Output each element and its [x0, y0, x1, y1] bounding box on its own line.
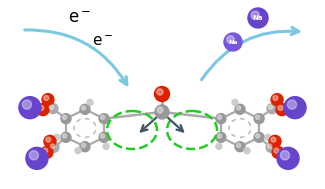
- Circle shape: [80, 142, 90, 152]
- Circle shape: [99, 132, 109, 142]
- Circle shape: [235, 104, 245, 114]
- Circle shape: [268, 105, 273, 109]
- Circle shape: [278, 105, 283, 111]
- Circle shape: [271, 137, 276, 142]
- Circle shape: [100, 115, 105, 119]
- Circle shape: [244, 148, 250, 154]
- Circle shape: [217, 134, 222, 138]
- Circle shape: [232, 99, 238, 105]
- Circle shape: [46, 137, 51, 142]
- Circle shape: [41, 146, 53, 158]
- Circle shape: [271, 94, 283, 106]
- Circle shape: [157, 89, 163, 95]
- Circle shape: [237, 143, 241, 147]
- Circle shape: [224, 33, 242, 51]
- Circle shape: [155, 105, 169, 119]
- Circle shape: [48, 104, 58, 114]
- Circle shape: [43, 148, 48, 153]
- Circle shape: [80, 104, 90, 114]
- Circle shape: [254, 114, 264, 124]
- Circle shape: [49, 105, 54, 109]
- Circle shape: [75, 148, 81, 154]
- Circle shape: [251, 11, 259, 19]
- Circle shape: [37, 104, 49, 116]
- Circle shape: [272, 146, 284, 158]
- Circle shape: [235, 142, 245, 152]
- Circle shape: [42, 94, 54, 106]
- Circle shape: [277, 147, 299, 169]
- Circle shape: [100, 134, 105, 138]
- Circle shape: [216, 114, 226, 124]
- Text: Na: Na: [253, 15, 263, 21]
- Circle shape: [227, 36, 234, 43]
- Circle shape: [62, 115, 67, 119]
- Circle shape: [248, 8, 268, 28]
- Circle shape: [50, 144, 55, 148]
- Circle shape: [266, 142, 276, 152]
- Circle shape: [54, 134, 60, 140]
- Circle shape: [216, 143, 222, 149]
- FancyArrowPatch shape: [202, 27, 299, 80]
- Circle shape: [216, 132, 226, 142]
- Circle shape: [265, 134, 271, 140]
- Circle shape: [87, 99, 93, 105]
- Circle shape: [273, 95, 278, 101]
- Circle shape: [267, 144, 272, 148]
- Circle shape: [267, 104, 277, 114]
- Circle shape: [49, 142, 59, 152]
- Circle shape: [19, 97, 41, 119]
- Circle shape: [99, 114, 109, 124]
- Circle shape: [44, 135, 56, 147]
- Circle shape: [61, 114, 71, 124]
- Circle shape: [154, 87, 170, 101]
- Text: e$^-$: e$^-$: [92, 35, 114, 50]
- Circle shape: [22, 100, 32, 109]
- Circle shape: [284, 97, 306, 119]
- Text: e$^-$: e$^-$: [68, 9, 92, 27]
- FancyArrowPatch shape: [25, 30, 127, 85]
- Circle shape: [157, 107, 163, 113]
- Circle shape: [217, 115, 222, 119]
- Circle shape: [62, 134, 67, 138]
- Circle shape: [255, 134, 260, 138]
- Circle shape: [255, 115, 260, 119]
- Circle shape: [280, 151, 290, 160]
- Circle shape: [269, 135, 281, 147]
- Circle shape: [61, 132, 71, 142]
- Circle shape: [276, 104, 288, 116]
- Circle shape: [82, 143, 86, 147]
- Circle shape: [237, 106, 241, 110]
- Text: Na: Na: [228, 40, 238, 44]
- Circle shape: [103, 143, 109, 149]
- Circle shape: [274, 148, 279, 153]
- Circle shape: [82, 106, 86, 110]
- Circle shape: [254, 132, 264, 142]
- Circle shape: [29, 151, 38, 160]
- Circle shape: [287, 100, 297, 109]
- Circle shape: [44, 95, 49, 101]
- Circle shape: [26, 147, 48, 169]
- Circle shape: [39, 105, 44, 111]
